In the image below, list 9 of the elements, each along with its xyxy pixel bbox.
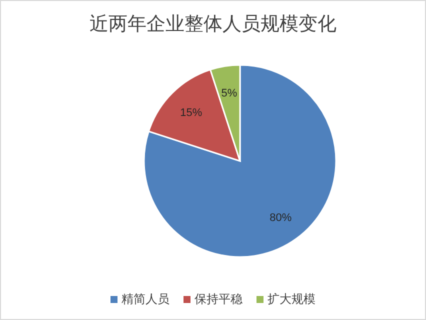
legend-label: 精简人员 — [122, 292, 170, 306]
legend-label: 扩大规模 — [268, 292, 316, 306]
pie-slice — [143, 64, 337, 258]
data-label: 80% — [270, 212, 292, 224]
legend-label: 保持平稳 — [194, 292, 242, 306]
chart-title: 近两年企业整体人员规模变化 — [90, 13, 336, 35]
data-label: 5% — [221, 88, 238, 100]
pie-slice — [148, 68, 241, 162]
data-label: 15% — [180, 107, 202, 120]
